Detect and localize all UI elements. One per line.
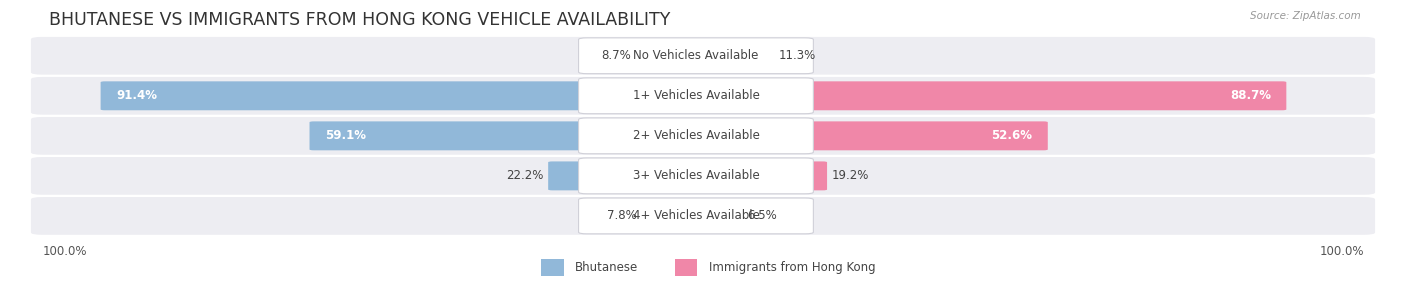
- Text: 19.2%: 19.2%: [831, 169, 869, 182]
- Text: 91.4%: 91.4%: [117, 89, 157, 102]
- Text: 2+ Vehicles Available: 2+ Vehicles Available: [633, 129, 759, 142]
- Text: Bhutanese: Bhutanese: [575, 261, 638, 274]
- Text: 100.0%: 100.0%: [42, 245, 87, 257]
- Text: 59.1%: 59.1%: [325, 129, 366, 142]
- Text: Source: ZipAtlas.com: Source: ZipAtlas.com: [1250, 11, 1361, 21]
- Text: 52.6%: 52.6%: [991, 129, 1032, 142]
- Text: BHUTANESE VS IMMIGRANTS FROM HONG KONG VEHICLE AVAILABILITY: BHUTANESE VS IMMIGRANTS FROM HONG KONG V…: [49, 11, 671, 29]
- Text: 88.7%: 88.7%: [1230, 89, 1271, 102]
- Text: 7.8%: 7.8%: [607, 209, 637, 223]
- Text: 11.3%: 11.3%: [779, 49, 817, 62]
- Text: 3+ Vehicles Available: 3+ Vehicles Available: [633, 169, 759, 182]
- Text: 100.0%: 100.0%: [1319, 245, 1364, 257]
- Text: 6.5%: 6.5%: [748, 209, 778, 223]
- Text: 4+ Vehicles Available: 4+ Vehicles Available: [633, 209, 759, 223]
- Text: 22.2%: 22.2%: [506, 169, 544, 182]
- Text: No Vehicles Available: No Vehicles Available: [633, 49, 759, 62]
- Text: 1+ Vehicles Available: 1+ Vehicles Available: [633, 89, 759, 102]
- Text: Immigrants from Hong Kong: Immigrants from Hong Kong: [709, 261, 876, 274]
- Text: 8.7%: 8.7%: [602, 49, 631, 62]
